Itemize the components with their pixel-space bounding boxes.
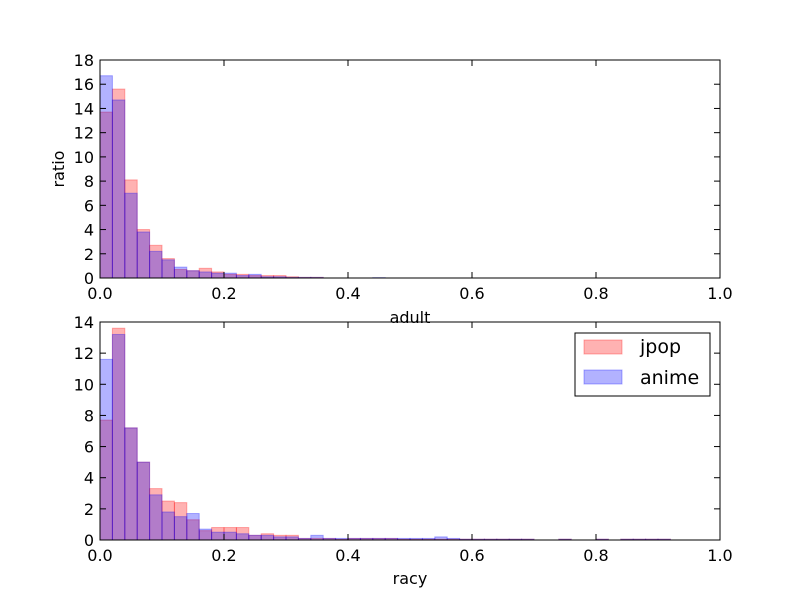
adult-ytick-label: 12 [74,124,94,143]
adult-anime-bar [223,272,237,279]
adult-xlabel: adult [390,308,431,327]
adult-axes-frame [99,59,721,279]
racy-anime-bar [235,533,250,541]
racy-anime-bar [161,511,175,541]
racy-histogram-axes: 0.0 0.2 0.4 0.6 0.8 1.0 0 2 4 6 8 10 12 14 racy jpop … [74,313,733,588]
adult-xtick-label: 0.8 [583,284,608,303]
racy-ytick-label: 14 [74,313,94,332]
adult-anime-bar [248,273,262,279]
racy-anime-bar [223,531,237,541]
adult-ticks: 0.0 0.2 0.4 0.6 0.8 1.0 0 2 4 6 8 10 12 14 16 18 [74,51,733,303]
adult-xtick-label: 0.4 [335,284,360,303]
adult-ytick-label: 2 [84,245,94,264]
racy-ytick-label: 12 [74,344,94,363]
racy-xtick-label: 0.2 [211,546,236,565]
adult-ytick-label: 6 [84,196,94,215]
adult-anime-bar [198,271,213,279]
adult-ytick-label: 4 [84,221,94,240]
legend-swatch-jpop [583,339,623,355]
racy-anime-bar [173,516,188,541]
racy-anime-bar [248,534,262,541]
racy-xtick-label: 1.0 [707,546,732,565]
racy-axes-frame [99,321,721,541]
racy-ytick-label: 2 [84,500,94,519]
adult-xtick-label: 1.0 [707,284,732,303]
racy-ytick-label: 8 [84,406,94,425]
racy-xtick-label: 0.4 [335,546,360,565]
racy-xtick-label: 0.6 [459,546,484,565]
racy-xtick-label: 0.0 [87,546,112,565]
adult-ytick-label: 18 [74,51,94,70]
racy-ytick-label: 6 [84,438,94,457]
racy-anime-bar [211,531,225,541]
racy-ytick-label: 10 [74,375,94,394]
adult-anime-bar [186,270,200,279]
racy-xtick-label: 0.8 [583,546,608,565]
racy-ytick-label: 0 [84,531,94,550]
adult-anime-bar [99,75,113,279]
racy-anime-bar [260,534,275,541]
adult-anime-bar [211,272,225,279]
racy-ticks: 0.0 0.2 0.4 0.6 0.8 1.0 0 2 4 6 8 10 12 14 [74,313,733,565]
racy-anime-bar [310,534,324,541]
adult-bars [99,75,386,279]
racy-anime-bar [124,427,138,541]
adult-ylabel: ratio [49,151,68,188]
adult-anime-bar [136,231,151,279]
racy-ytick-label: 4 [84,469,94,488]
adult-anime-bar [124,192,138,279]
racy-anime-bar [99,358,113,541]
adult-xtick-label: 0.0 [87,284,112,303]
legend-swatch-anime [583,369,623,385]
legend-label-jpop: jpop [639,336,681,358]
racy-anime-bar [198,528,213,541]
adult-anime-bar [173,266,188,279]
adult-ytick-label: 16 [74,75,94,94]
legend: jpop anime [574,332,711,397]
adult-ytick-label: 0 [84,269,94,288]
legend-box [574,332,711,397]
adult-anime-bar [161,259,175,279]
legend-label-anime: anime [640,367,699,389]
adult-ytick-label: 14 [74,99,94,118]
adult-ytick-label: 10 [74,148,94,167]
racy-anime-bar [149,494,163,541]
adult-anime-bar [149,250,163,279]
racy-xlabel: racy [393,569,428,588]
adult-anime-bar [111,99,126,279]
adult-ytick-label: 8 [84,172,94,191]
adult-xtick-label: 0.6 [459,284,484,303]
racy-anime-bar [111,333,126,541]
racy-anime-bar [136,461,151,541]
adult-xtick-label: 0.2 [211,284,236,303]
racy-anime-bar [186,513,200,541]
